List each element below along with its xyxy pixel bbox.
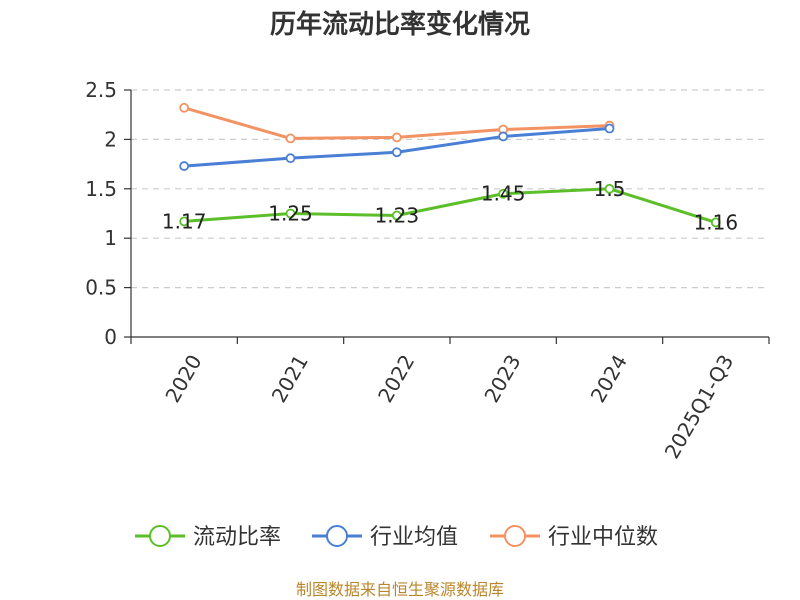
data-point: [498, 188, 509, 199]
y-tick-label: 0.5: [85, 276, 117, 300]
data-point: [498, 131, 509, 142]
data-point: [285, 133, 296, 144]
data-point: [604, 183, 615, 194]
series-line: [184, 187, 717, 224]
data-label: 1.17: [162, 209, 207, 233]
legend-swatch-marker: [504, 525, 526, 547]
source-note: 制图数据来自恒生聚源数据库: [296, 580, 504, 599]
data-point: [391, 210, 402, 221]
data-point: [285, 208, 296, 219]
x-tick-label: 2022: [373, 351, 419, 407]
legend: 流动比率 行业均值 行业中位数: [135, 525, 658, 550]
y-tick-label: 1.5: [85, 177, 117, 201]
legend-item: 行业中位数: [490, 525, 658, 550]
y-tick-label: 0: [104, 325, 117, 349]
data-label: 1.23: [375, 203, 420, 227]
legend-swatch-marker: [149, 525, 171, 547]
legend-label: 行业均值: [370, 525, 458, 550]
data-label: 1.16: [694, 210, 739, 234]
data-label: 1.45: [481, 182, 526, 206]
data-label: 1.5: [594, 177, 626, 201]
y-tick-label: 2.5: [85, 78, 117, 102]
legend-swatch-marker: [326, 525, 348, 547]
legend-item: 流动比率: [135, 525, 281, 550]
series-layer: [179, 102, 721, 228]
data-point: [179, 161, 190, 171]
data-point: [710, 217, 721, 228]
data-point: [604, 123, 615, 134]
x-tick-label: 2025Q1-Q3: [660, 351, 739, 463]
data-point: [391, 132, 402, 143]
x-tick-label: 2023: [479, 350, 525, 406]
x-tick-label: 2024: [586, 351, 632, 407]
data-labels: 1.17 1.25 1.23 1.45 1.5 1.16: [162, 177, 738, 235]
chart-title: 历年流动比率变化情况: [270, 9, 530, 40]
data-label: 1.25: [268, 202, 313, 226]
y-tick-label: 1: [104, 226, 117, 250]
data-point: [285, 153, 296, 164]
data-point: [179, 216, 190, 227]
y-tick-label: 2: [104, 127, 117, 151]
legend-label: 流动比率: [193, 525, 281, 550]
data-point: [179, 102, 190, 113]
legend-label: 行业中位数: [548, 525, 658, 550]
grid-lines: [131, 89, 769, 289]
x-tick-label: 2020: [160, 351, 206, 407]
legend-item: 行业均值: [312, 525, 458, 550]
data-point: [391, 147, 402, 158]
x-tick-label: 2021: [267, 351, 313, 407]
